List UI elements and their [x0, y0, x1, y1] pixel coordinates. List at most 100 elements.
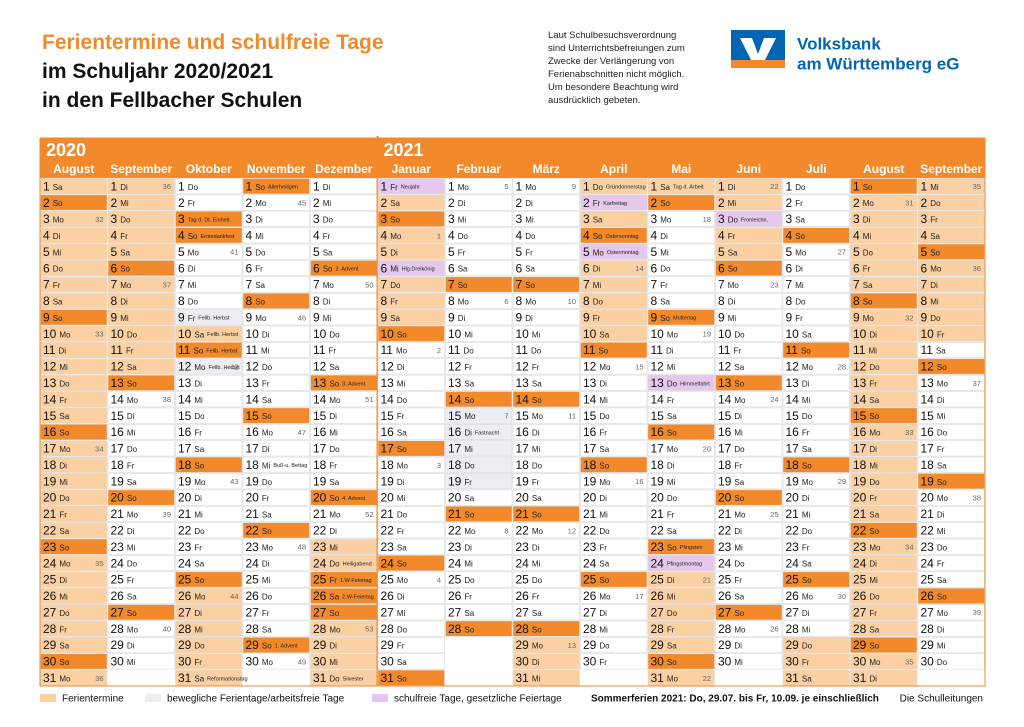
day-cell [782, 489, 850, 506]
day-number: 30 [651, 655, 665, 669]
day-cell [580, 653, 648, 670]
day-number: 6 [178, 261, 185, 275]
weekday: So [59, 429, 69, 438]
day-number: 13 [786, 376, 800, 390]
day-number: 8 [246, 294, 253, 308]
day-number: 13 [718, 376, 732, 390]
day-cell [580, 555, 648, 572]
day-number: 1 [718, 179, 725, 193]
week-number: 22 [703, 674, 711, 683]
day-number: 2 [583, 196, 590, 210]
weekday: So [937, 363, 947, 372]
day-cell [647, 391, 715, 408]
day-cell [512, 325, 580, 342]
day-cell [715, 571, 783, 588]
day-cell [310, 243, 378, 260]
day-number: 24 [313, 556, 327, 570]
day-number: 25 [178, 573, 192, 587]
day-cell [242, 243, 310, 260]
holiday-note: Hlg.Dreikönig [402, 267, 435, 273]
day-number: 26 [516, 589, 530, 603]
day-number: 31 [853, 671, 867, 685]
day-number: 10 [381, 327, 395, 341]
day-number: 25 [718, 573, 732, 587]
day-number: 28 [921, 622, 935, 636]
weekday: Fr [194, 543, 202, 552]
weekday: Mo [194, 363, 206, 372]
weekday: So [532, 511, 542, 520]
day-number: 19 [246, 474, 260, 488]
day-number: 16 [381, 425, 395, 439]
weekday: Mo [262, 543, 274, 552]
day-cell [850, 522, 918, 539]
day-cell [377, 571, 445, 588]
month-name: Februar [456, 162, 501, 176]
day-number: 13 [381, 376, 395, 390]
holiday-note: Tag d. Arbeit [673, 185, 704, 191]
weekday: Mo [464, 412, 476, 421]
day-number: 16 [921, 425, 935, 439]
day-cell [512, 489, 580, 506]
day-number: 12 [381, 360, 395, 374]
day-number: 8 [853, 294, 860, 308]
day-number: 27 [583, 605, 597, 619]
week-number: 39 [973, 608, 981, 617]
day-cell [580, 243, 648, 260]
weekday: Di [120, 183, 128, 192]
weekday: Sa [464, 494, 474, 503]
weekday: Di [734, 527, 742, 536]
day-cell [580, 604, 648, 621]
day-number: 17 [583, 442, 597, 456]
day-number: 3 [448, 212, 455, 226]
weekday: Fr [464, 478, 472, 487]
day-cell [917, 227, 985, 244]
day-cell [107, 407, 175, 424]
day-number: 22 [718, 523, 732, 537]
weekday: So [127, 494, 137, 503]
weekday: Sa [255, 281, 265, 290]
day-cell [512, 407, 580, 424]
weekday: Di [194, 379, 202, 388]
weekday: Mo [667, 445, 679, 454]
weekday: Do [464, 576, 475, 585]
weekday: Do [667, 494, 678, 503]
day-cell [782, 604, 850, 621]
weekday: So [464, 511, 474, 520]
day-cell [647, 456, 715, 473]
day-cell [242, 473, 310, 490]
weekday: Sa [802, 560, 812, 569]
day-cell [647, 178, 715, 195]
weekday: Sa [53, 183, 63, 192]
weekday: Do [464, 461, 475, 470]
day-cell [512, 473, 580, 490]
day-number: 2 [853, 196, 860, 210]
weekday: Sa [59, 642, 69, 651]
day-cell [377, 309, 445, 326]
day-number: 7 [246, 278, 253, 292]
day-number: 16 [448, 425, 462, 439]
day-cell [242, 637, 310, 654]
day-number: 9 [313, 310, 320, 324]
day-cell [107, 473, 175, 490]
weekday: Mo [194, 478, 206, 487]
day-cell [242, 309, 310, 326]
weekday: Sa [532, 494, 542, 503]
day-cell [40, 276, 108, 293]
weekday: Mi [802, 396, 811, 405]
day-number: 8 [43, 294, 50, 308]
weekday: Fr [126, 347, 134, 356]
day-cell [377, 243, 445, 260]
weekday: Di [660, 232, 668, 241]
day-number: 20 [853, 491, 867, 505]
holiday-note: Fellb. Herbst [198, 316, 230, 322]
day-number: 23 [381, 540, 395, 554]
day-number: 19 [313, 474, 327, 488]
day-cell [917, 243, 985, 260]
day-cell [715, 473, 783, 490]
day-number: 8 [448, 294, 455, 308]
weekday: Do [120, 216, 131, 225]
day-cell [917, 309, 985, 326]
weekday: So [532, 625, 542, 634]
day-number: 8 [516, 294, 523, 308]
